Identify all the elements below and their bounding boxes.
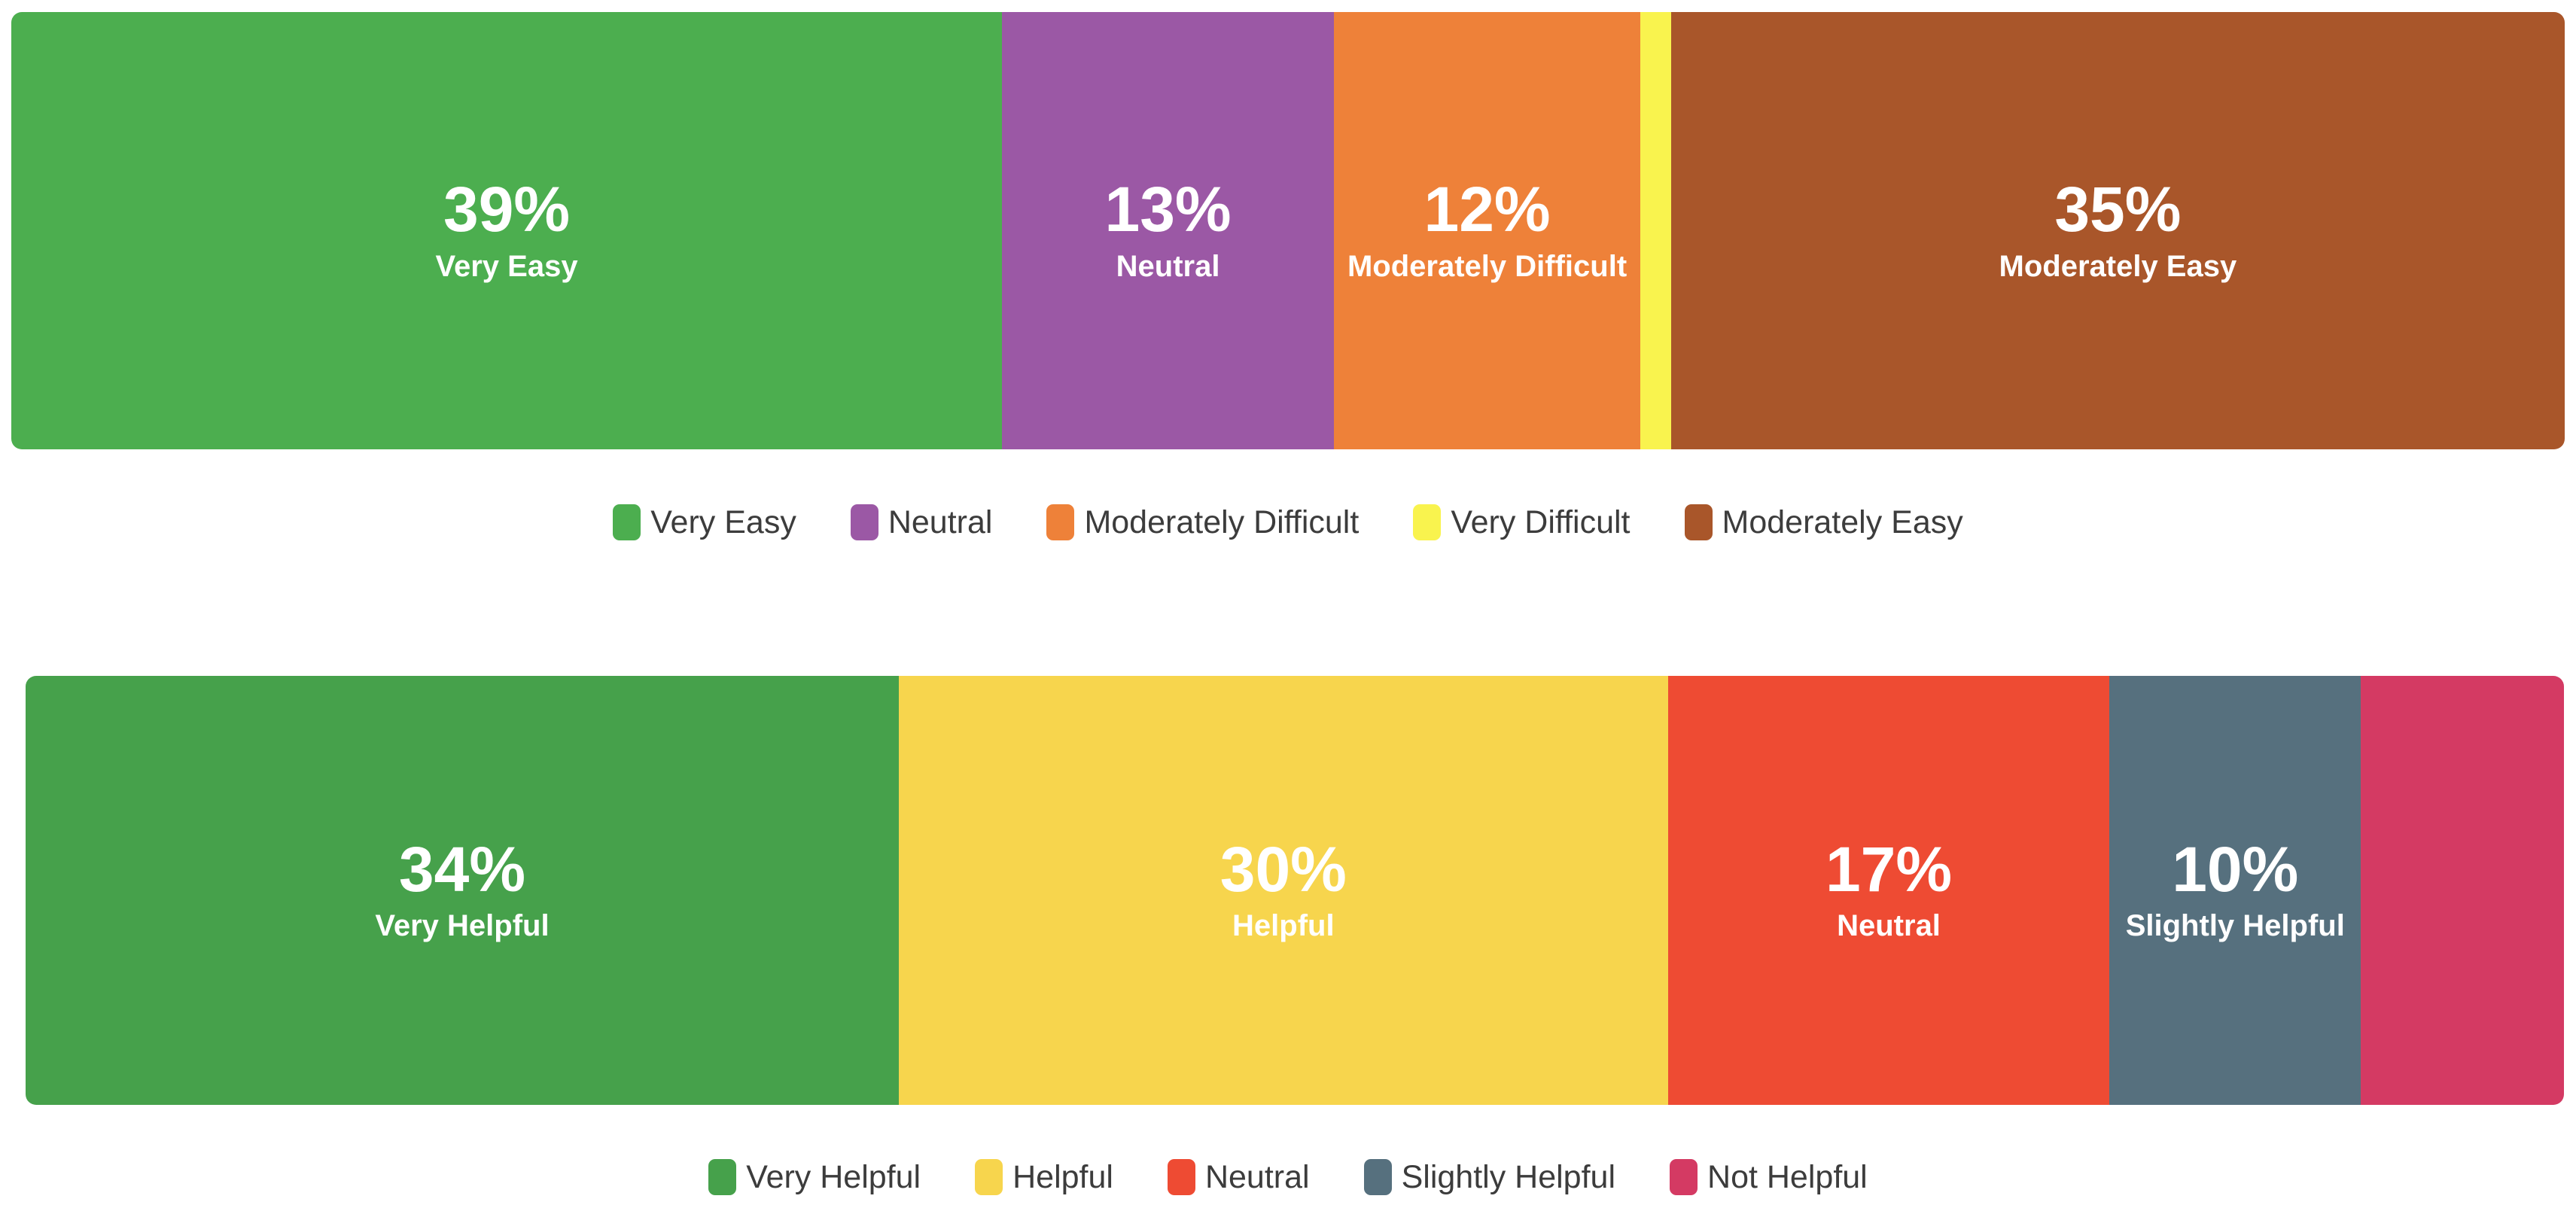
helpfulness-segment-3[interactable]: 10% Slightly Helpful [2109, 676, 2361, 1105]
segment-percent-label: 10% [2172, 833, 2299, 905]
helpfulness-segment-1[interactable]: 30% Helpful [898, 676, 1668, 1105]
segment-percent-label: 39% [443, 174, 571, 245]
segment-category-label: Helpful [1232, 909, 1335, 943]
legend-label: Neutral [888, 504, 993, 540]
helpfulness-segment-0[interactable]: 34% Very Helpful [26, 676, 899, 1105]
segment-category-label: Moderately Easy [1999, 249, 2237, 283]
segment-percent-label: 30% [1219, 833, 1347, 905]
legend-label: Slightly Helpful [1401, 1158, 1616, 1195]
legend-label: Very Helpful [746, 1158, 921, 1195]
segment-percent-label: 12% [1423, 174, 1551, 245]
segment-category-label: Neutral [1837, 909, 1941, 943]
ease-segment-1[interactable]: 13% Neutral [1002, 12, 1335, 449]
ease-stacked-bar: 39% Very Easy 13% Neutral 12% Moderately Diff… [11, 12, 2565, 449]
legend-swatch-icon [1684, 504, 1713, 540]
legend-label: Helpful [1012, 1158, 1113, 1195]
legend-swatch-icon [1670, 1159, 1698, 1195]
segment-percent-label: 35% [2054, 174, 2182, 245]
legend-label: Not Helpful [1707, 1158, 1868, 1195]
legend-label: Moderately Easy [1722, 504, 1963, 540]
legend-swatch-icon [708, 1159, 737, 1195]
ease-legend-item-3[interactable]: Very Difficult [1413, 504, 1631, 541]
helpfulness-legend-item-1[interactable]: Helpful [975, 1159, 1113, 1196]
ease-segment-4[interactable]: 35% Moderately Easy [1670, 12, 2565, 449]
ease-legend-item-1[interactable]: Neutral [850, 504, 993, 541]
legend-label: Very Easy [650, 504, 796, 540]
helpfulness-legend-item-4[interactable]: Not Helpful [1670, 1159, 1868, 1196]
ease-legend-item-2[interactable]: Moderately Difficult [1046, 504, 1359, 541]
legend-label: Moderately Difficult [1084, 504, 1360, 540]
ease-segment-3[interactable] [1640, 12, 1671, 449]
segment-category-label: Moderately Difficult [1347, 249, 1628, 283]
legend-label: Neutral [1204, 1158, 1310, 1195]
helpfulness-legend: Very Helpful Helpful Neutral Slightly Helpf… [0, 1150, 2576, 1204]
legend-swatch-icon [850, 504, 878, 540]
legend-swatch-icon [613, 504, 641, 540]
segment-percent-label: 34% [398, 833, 526, 905]
segment-category-label: Very Easy [435, 249, 578, 283]
helpfulness-stacked-bar: 34% Very Helpful 30% Helpful 17% Neutral 10% Sl… [26, 676, 2564, 1105]
ease-segment-2[interactable]: 12% Moderately Difficult [1334, 12, 1641, 449]
segment-category-label: Neutral [1116, 249, 1220, 283]
ease-legend-item-0[interactable]: Very Easy [613, 504, 796, 541]
legend-swatch-icon [1413, 504, 1442, 540]
helpfulness-segment-2[interactable]: 17% Neutral [1667, 676, 2110, 1105]
segment-category-label: Slightly Helpful [2125, 909, 2345, 943]
segment-percent-label: 13% [1104, 174, 1232, 245]
legend-swatch-icon [1363, 1159, 1392, 1195]
ease-legend: Very Easy Neutral Moderately Difficult Very… [0, 495, 2576, 549]
ease-legend-item-4[interactable]: Moderately Easy [1684, 504, 1963, 541]
legend-label: Very Difficult [1451, 504, 1631, 540]
segment-percent-label: 17% [1825, 833, 1953, 905]
legend-swatch-icon [1167, 1159, 1195, 1195]
helpfulness-segment-4[interactable] [2361, 676, 2564, 1105]
legend-swatch-icon [1046, 504, 1075, 540]
ease-segment-0[interactable]: 39% Very Easy [11, 12, 1003, 449]
helpfulness-legend-item-2[interactable]: Neutral [1167, 1158, 1310, 1196]
legend-swatch-icon [975, 1159, 1003, 1195]
helpfulness-legend-item-3[interactable]: Slightly Helpful [1363, 1158, 1616, 1196]
helpfulness-legend-item-0[interactable]: Very Helpful [708, 1159, 921, 1196]
segment-category-label: Very Helpful [375, 909, 550, 943]
